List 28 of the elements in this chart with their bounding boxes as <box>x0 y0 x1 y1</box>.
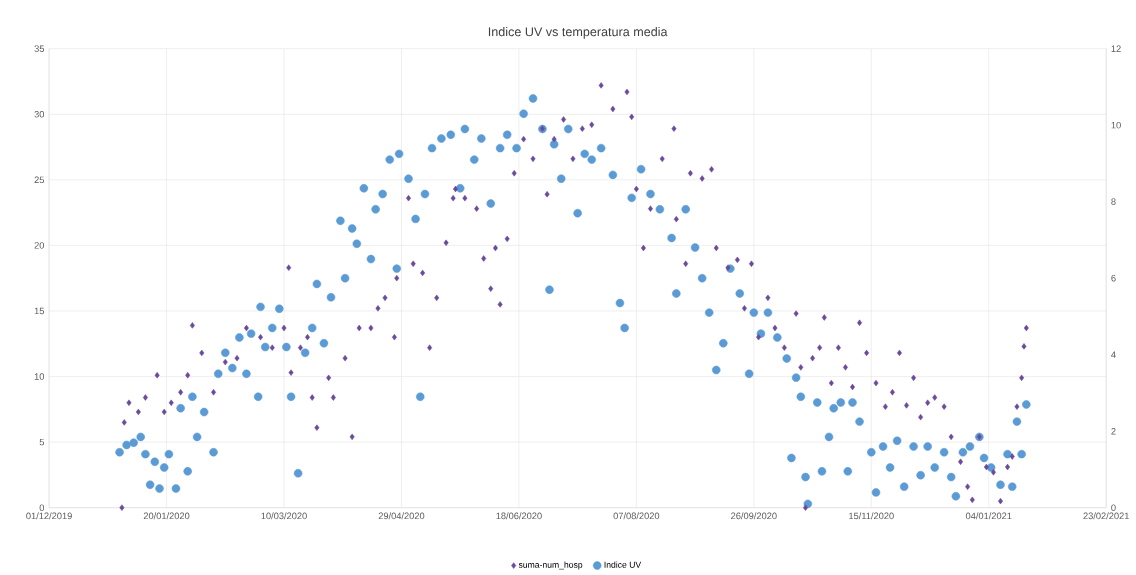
y-tick-label: 25 <box>34 176 45 184</box>
x-tick-label: 04/01/2021 <box>965 512 1012 520</box>
x-tick-label: 26/09/2020 <box>731 512 777 520</box>
y2-tick-label: 2 <box>1111 427 1116 435</box>
y-tick-label: 0 <box>39 504 45 511</box>
y2-tick-label: 12 <box>1111 45 1121 52</box>
chart-title: Indice UV vs temperatura media <box>488 26 668 39</box>
y2-tick-label: 8 <box>1111 198 1116 205</box>
x-tick-label: 10/03/2020 <box>261 512 307 520</box>
legend-label: suma-num_hosp <box>518 561 583 570</box>
y-tick-label: 5 <box>39 438 45 446</box>
x-tick-label: 07/08/2020 <box>613 512 660 520</box>
y-tick-label: 20 <box>34 242 45 249</box>
y-tick-label: 30 <box>34 111 45 118</box>
x-tick-label: 15/11/2020 <box>849 512 894 520</box>
y-tick-label: 15 <box>34 307 45 315</box>
x-tick-label: 29/04/2020 <box>378 512 425 520</box>
y2-tick-label: 4 <box>1111 351 1116 358</box>
x-tick-label: 23/02/2021 <box>1083 512 1129 520</box>
x-tick-label: 20/01/2020 <box>143 512 190 520</box>
x-tick-label: 18/06/2020 <box>496 512 542 520</box>
y-tick-label: 10 <box>34 373 45 380</box>
x-tick-label: 01/12/2019 <box>26 512 72 520</box>
y2-tick-label: 10 <box>1111 121 1121 129</box>
legend-label: Indice UV <box>604 561 642 568</box>
y2-tick-label: 6 <box>1111 274 1116 282</box>
y-tick-label: 35 <box>34 45 45 52</box>
y2-tick-label: 0 <box>1111 504 1116 511</box>
